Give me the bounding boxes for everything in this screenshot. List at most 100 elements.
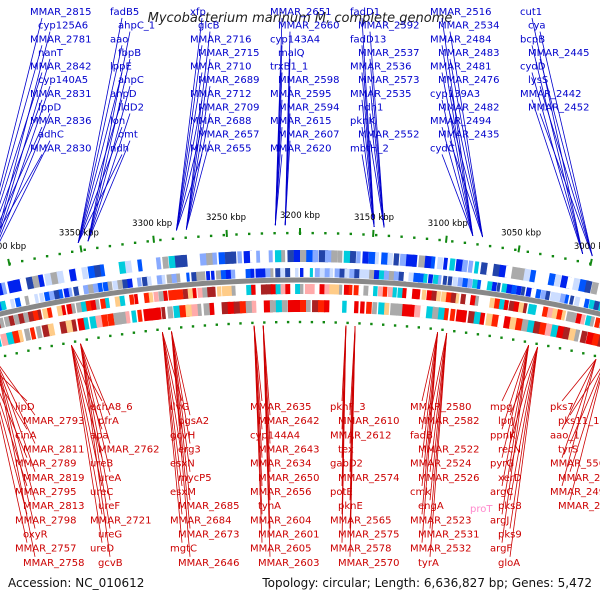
- gene-feature: [469, 295, 477, 306]
- tick-dot: [370, 322, 373, 326]
- label-leader-line: [77, 126, 123, 243]
- gene-label: glcB: [198, 21, 220, 32]
- label-leader-line: [176, 45, 203, 231]
- gene-label: cyp143A4: [270, 34, 320, 45]
- gene-feature: [87, 284, 95, 294]
- tick-dot: [97, 336, 100, 339]
- gene-label: MMAR_2815: [30, 7, 92, 18]
- gene-feature: [216, 286, 222, 297]
- gene-feature: [130, 259, 137, 273]
- gene-feature: [356, 251, 361, 264]
- label-leader-line: [262, 325, 271, 557]
- gene-feature: [564, 294, 570, 304]
- gene-feature: [304, 268, 309, 277]
- tick-dot: [535, 342, 538, 345]
- gene-feature: [597, 334, 600, 347]
- gene-label: tyrA: [418, 558, 439, 569]
- tick-dot: [156, 328, 159, 331]
- gene-feature: [1, 282, 8, 295]
- gene-feature: [161, 274, 166, 285]
- gene-feature: [23, 328, 32, 341]
- gene-label: MMAR_2532: [410, 544, 472, 555]
- tick-dot: [576, 259, 579, 263]
- gene-label: lppE: [110, 62, 132, 73]
- gene-feature: [452, 276, 458, 287]
- gene-label: MMAR_2646: [178, 558, 240, 569]
- tick-dot: [109, 334, 112, 338]
- label-leader-line: [421, 332, 438, 458]
- tick-dot: [286, 231, 289, 235]
- gene-feature: [46, 307, 53, 318]
- gene-label: MMAR_2522: [418, 445, 480, 456]
- gene-feature: [455, 293, 460, 304]
- tick-label: 3400 kbp: [0, 242, 26, 252]
- label-leader-line: [0, 410, 28, 515]
- gene-label: MMAR_2643: [258, 445, 320, 456]
- gene-feature: [225, 269, 232, 279]
- gene-label: MMAR_2574: [338, 473, 400, 484]
- gene-feature: [80, 301, 88, 312]
- gene-feature: [38, 292, 45, 303]
- gene-feature: [467, 278, 473, 288]
- tick-dot: [564, 257, 567, 260]
- gene-label: MMAR_2716: [190, 34, 252, 45]
- tick-dot: [523, 340, 527, 343]
- gene-feature: [440, 291, 447, 303]
- label-leader-line: [569, 375, 600, 472]
- gene-feature: [270, 268, 274, 278]
- gene-feature: [199, 253, 208, 266]
- label-leader-line: [441, 126, 474, 236]
- tick-dot: [358, 322, 361, 325]
- gene-feature: [481, 280, 489, 291]
- tick-mark: [444, 235, 448, 243]
- gene-label: ureF: [98, 501, 120, 512]
- gene-label: ureC: [90, 487, 113, 498]
- gene-label: MMAR_2615: [270, 116, 332, 127]
- gene-feature: [387, 252, 394, 266]
- gene-feature: [300, 268, 304, 277]
- gene-feature: [129, 294, 135, 305]
- gene-feature: [331, 250, 338, 263]
- gene-feature: [578, 297, 585, 308]
- gene-feature: [473, 261, 480, 274]
- gene-feature: [149, 257, 156, 271]
- gene-label: MMAR_2573: [358, 75, 420, 86]
- gene-feature: [167, 306, 174, 319]
- gene-label: erg3: [178, 445, 201, 456]
- gene-label: MMAR_2656: [250, 487, 312, 498]
- gene-feature: [211, 286, 216, 297]
- label-leader-line: [0, 72, 43, 205]
- gene-feature: [124, 260, 134, 274]
- gene-feature: [508, 300, 515, 312]
- tick-dot: [514, 248, 517, 251]
- gene-label: trxB1_1: [270, 62, 308, 73]
- reverse-label-lines: [0, 325, 600, 557]
- gene-feature: [535, 288, 542, 299]
- gene-feature: [101, 314, 109, 327]
- gene-feature: [161, 306, 166, 320]
- gene-label: ndh: [110, 143, 129, 154]
- label-leader-line: [501, 345, 529, 402]
- gene-feature: [393, 271, 400, 281]
- label-leader-line: [449, 113, 483, 238]
- gene-label: cyp140A5: [38, 75, 88, 86]
- label-leader-line: [162, 332, 183, 487]
- gene-feature: [503, 299, 509, 311]
- gene-feature: [43, 291, 51, 302]
- label-leader-line: [421, 332, 438, 430]
- gene-feature: [447, 276, 453, 286]
- tick-dot: [547, 344, 550, 348]
- gene-label: MMAR_2531: [418, 530, 480, 541]
- gene-feature: [529, 269, 537, 283]
- gene-feature: [510, 266, 520, 280]
- gene-feature: [573, 329, 581, 342]
- gene-feature: [107, 281, 113, 291]
- gene-feature: [314, 268, 320, 278]
- gene-label: cyp139A3: [430, 89, 480, 100]
- tick-dot: [263, 321, 266, 324]
- gene-feature: [112, 262, 118, 275]
- label-leader-line: [0, 419, 28, 543]
- gene-label: MMAR_2813: [23, 501, 85, 512]
- tick-dot: [146, 240, 149, 243]
- gene-label: cut1: [520, 7, 542, 18]
